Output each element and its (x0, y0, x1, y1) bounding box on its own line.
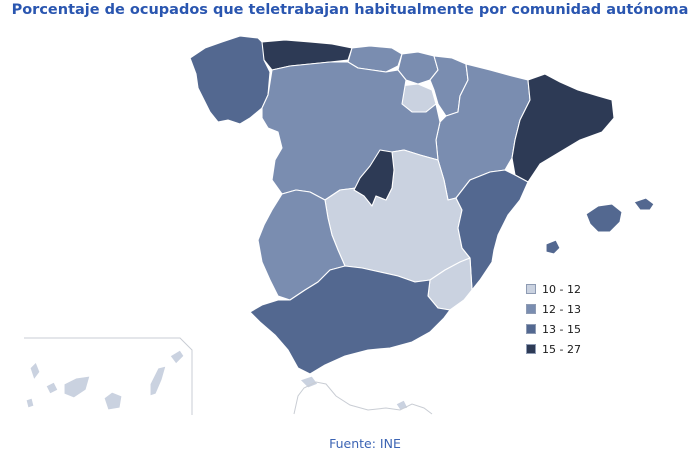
legend-swatch (526, 304, 536, 314)
legend-item: 10 - 12 (526, 279, 581, 299)
region-andalucia[interactable] (249, 265, 451, 375)
legend-label: 15 - 27 (542, 342, 581, 356)
region-illes-balears[interactable] (585, 203, 623, 233)
legend-label: 12 - 13 (542, 302, 581, 316)
region-illes-balears-menorca[interactable] (633, 197, 655, 211)
region-asturias[interactable] (261, 39, 353, 71)
legend-swatch (526, 284, 536, 294)
legend-item: 15 - 27 (526, 339, 581, 359)
region-cataluna[interactable] (511, 73, 615, 183)
legend-swatch (526, 344, 536, 354)
legend-swatch (526, 324, 536, 334)
region-madrid[interactable] (353, 149, 395, 207)
source-note: Fuente: INE (329, 436, 401, 451)
region-ceuta[interactable] (299, 375, 319, 389)
legend-label: 13 - 15 (542, 322, 581, 336)
region-illes-balears-ibiza[interactable] (545, 239, 561, 255)
region-galicia[interactable] (189, 35, 271, 125)
canarias-inset-frame (24, 337, 193, 415)
region-canarias[interactable] (25, 349, 185, 411)
legend-label: 10 - 12 (542, 282, 581, 296)
legend: 10 - 12 12 - 13 13 - 15 15 - 27 (526, 279, 581, 359)
legend-item: 13 - 15 (526, 319, 581, 339)
region-comunitat-valenciana[interactable] (455, 169, 529, 291)
map-title: Porcentaje de ocupados que teletrabajan … (11, 2, 689, 18)
north-africa-coastline (293, 381, 433, 415)
legend-item: 12 - 13 (526, 299, 581, 319)
